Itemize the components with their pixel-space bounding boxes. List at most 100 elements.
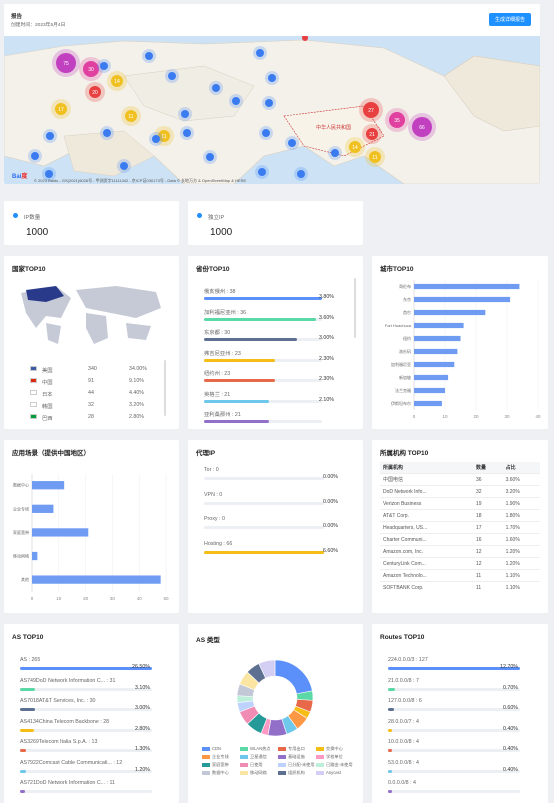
map-point-marker[interactable] xyxy=(256,49,264,57)
map-point-marker[interactable] xyxy=(103,129,111,137)
country-top10-card: 国家TOP10 美国 340 34.00% 中国 91 9.10% 日本 44 4.40% 韩国 3… xyxy=(4,256,179,429)
legend-item: 移动网络 xyxy=(240,770,267,776)
province-row-percent: 3.60% xyxy=(318,314,334,321)
bar xyxy=(414,335,461,342)
routes-row-label: 21.0.0.0/8 : 7 xyxy=(388,677,419,684)
table-header: 所属机构 数量 占比 xyxy=(380,462,540,474)
map-point-marker[interactable] xyxy=(100,62,108,70)
proxy-row-label: Proxy : 0 xyxy=(204,516,225,522)
map-point-marker[interactable] xyxy=(331,149,339,157)
map-cluster-marker[interactable] xyxy=(369,151,381,163)
scrollbar[interactable] xyxy=(164,360,166,416)
map-cluster-marker[interactable] xyxy=(83,61,99,77)
table-cell: Verizon Business xyxy=(383,500,422,507)
map-cluster-marker[interactable] xyxy=(89,86,101,98)
map-cluster-marker[interactable] xyxy=(111,75,123,87)
table-cell: 1.20% xyxy=(505,560,520,567)
bar xyxy=(414,296,511,303)
map-point-marker[interactable] xyxy=(297,170,305,178)
routes-row-label: 0.0.0.0/8 : 4 xyxy=(388,780,416,786)
cluster-count: 35 xyxy=(394,118,400,124)
table-row: AT&T Corp. 18 1.80% xyxy=(380,509,540,522)
legend-label: 学校单位 xyxy=(326,754,343,759)
org-table: 所属机构 数量 占比 中国电信 36 3.60% DoD Network Info... 32… xyxy=(380,462,540,594)
map-cluster-marker[interactable] xyxy=(55,103,67,115)
table-cell: 1.90% xyxy=(505,500,520,507)
legend-item: 已使用 xyxy=(240,762,263,768)
map-cluster-marker[interactable] xyxy=(158,130,170,142)
map-point-marker[interactable] xyxy=(168,72,176,80)
card-title: 代理IP xyxy=(196,450,216,457)
province-row-percent: 2.30% xyxy=(318,376,334,382)
card-title: 城市TOP10 xyxy=(380,266,414,273)
province-row-label: 加利福尼亚州 : 36 xyxy=(204,309,247,316)
map-point-marker[interactable] xyxy=(45,170,53,178)
map-cluster-marker[interactable] xyxy=(349,141,361,153)
map-point-marker[interactable] xyxy=(183,129,191,137)
y-tick-label: 伊斯坦布尔 xyxy=(391,400,411,406)
map-point-marker[interactable] xyxy=(212,84,220,92)
legend-item: 家庭宽带 xyxy=(202,762,229,768)
routes-bar-track xyxy=(388,769,520,773)
table-cell: CenturyLink Com... xyxy=(383,560,426,567)
map-cluster-marker[interactable] xyxy=(366,128,378,140)
routes-bar-track xyxy=(388,790,520,793)
scrollbar[interactable] xyxy=(354,278,356,338)
y-tick-label: 企业专线 xyxy=(13,505,29,511)
map-point-marker[interactable] xyxy=(31,152,39,160)
map-cluster-marker[interactable] xyxy=(56,53,76,73)
map-point-marker[interactable] xyxy=(46,132,54,140)
province-row-label: 英格兰 : 21 xyxy=(204,391,231,398)
map-point-marker[interactable] xyxy=(181,110,189,118)
map-point-marker[interactable] xyxy=(265,99,273,107)
proxy-row-percent: 0.00% xyxy=(322,523,338,529)
map-point-marker[interactable] xyxy=(232,97,240,105)
map-cluster-marker[interactable] xyxy=(389,112,405,128)
map-cluster-marker[interactable] xyxy=(125,110,137,122)
province-bar-track xyxy=(204,358,322,362)
generate-report-button[interactable]: 生成详细报告 xyxy=(488,13,531,26)
province-bar-track xyxy=(204,399,322,403)
legend-swatch xyxy=(316,770,324,775)
legend-swatch xyxy=(240,762,248,767)
as-bar-fill xyxy=(20,790,26,793)
map-attribution: © 2023 Baidu - GS(2021)6026号 - 甲测资字11111… xyxy=(34,178,247,183)
x-tick-label: 50 xyxy=(163,596,169,601)
flag-br-icon xyxy=(30,414,37,419)
map-pin-icon[interactable] xyxy=(302,36,308,41)
map-point-marker[interactable] xyxy=(258,168,266,176)
map-point-marker[interactable] xyxy=(262,129,270,137)
map-cluster-marker[interactable] xyxy=(412,117,432,137)
table-cell: 32 xyxy=(475,488,482,495)
map-point-marker[interactable] xyxy=(152,135,160,143)
map-point-marker[interactable] xyxy=(145,52,153,60)
as-row-percent: 1.20% xyxy=(134,766,150,773)
map-point-marker[interactable] xyxy=(268,74,276,82)
province-bar-fill xyxy=(204,420,270,423)
as-row-percent: 26.50% xyxy=(132,664,150,670)
legend-swatch xyxy=(202,762,210,767)
table-cell: Amazon.com, Inc. xyxy=(383,548,424,555)
table-cell: Charter Communi... xyxy=(383,536,427,543)
routes-bar-track xyxy=(388,728,520,732)
routes-row-percent: 12.70% xyxy=(500,664,518,670)
map-cluster-marker[interactable] xyxy=(363,102,379,118)
legend-label: 专用出口 xyxy=(288,746,305,751)
bar xyxy=(414,283,520,290)
x-tick-label: 40 xyxy=(535,414,541,419)
legend-swatch xyxy=(316,762,324,767)
country-percent: 3.20% xyxy=(129,402,145,408)
world-map[interactable]: 中华人民共和国 75 30 14 20 17 11 11 27 35 66 14 11 21 xyxy=(4,36,540,184)
map-point-marker[interactable] xyxy=(288,139,296,147)
map-point-marker[interactable] xyxy=(120,162,128,170)
legend-item: 组织机构 xyxy=(278,770,305,776)
routes-bar-fill xyxy=(388,708,395,711)
table-cell: 1.10% xyxy=(505,584,520,591)
map-panel[interactable]: 报告 创建时间：2023年5月4日 生成详细报告 中华人民共和国 75 30 14 2… xyxy=(4,4,540,184)
map-point-marker[interactable] xyxy=(206,153,214,161)
table-cell: 36 xyxy=(475,476,482,483)
as-bar-track xyxy=(20,728,152,732)
legend-item: 交换中心 xyxy=(316,746,343,752)
column-header: 占比 xyxy=(505,465,516,471)
